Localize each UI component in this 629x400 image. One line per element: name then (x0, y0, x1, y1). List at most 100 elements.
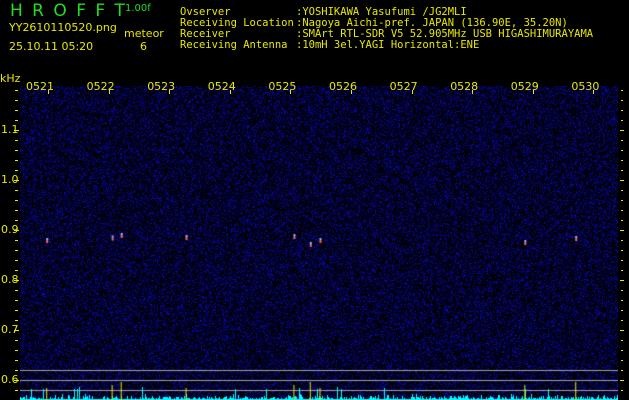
info-row-antenna: Receiving Antenna :10mH 3el.YAGI Horizont… (180, 40, 593, 51)
info-label: Ovserver (180, 6, 231, 18)
y-tick-label: 1.0 (1, 173, 19, 186)
x-tick-label: 0521 (26, 80, 54, 93)
y-tick (15, 120, 18, 121)
y-tick-right (621, 220, 623, 221)
y-tick-label: 0.9 (1, 223, 19, 236)
x-tick-label: 0524 (207, 80, 236, 93)
app-title: H R O F F T (10, 1, 127, 21)
info-row-location: Receiving Location:Nagoya Aichi-pref. JA… (180, 18, 593, 29)
x-tick-label: 0522 (86, 80, 115, 93)
x-tick (290, 90, 292, 94)
y-tick-right (621, 310, 623, 311)
x-tick (108, 90, 110, 94)
y-tick-right (621, 270, 623, 271)
y-tick-right (621, 120, 623, 121)
y-tick-label: 0.6 (1, 373, 19, 386)
info-row-observer: Ovserver :YOSHIKAWA Yasufumi /JG2MLI (180, 7, 593, 18)
y-tick (15, 90, 18, 91)
y-tick (15, 370, 18, 371)
y-tick (14, 330, 19, 331)
x-tick (351, 90, 352, 94)
y-tick (15, 310, 18, 311)
info-value: :YOSHIKAWA Yasufumi /JG2MLI (296, 6, 467, 18)
info-value: :SMArt RTL-SDR V5 52.905MHz USB HIGASHIM… (296, 28, 594, 40)
y-tick (15, 350, 18, 351)
y-tick-right (621, 160, 623, 161)
y-tick (14, 130, 19, 131)
y-tick (15, 300, 18, 301)
info-label: Receiver (180, 28, 231, 40)
y-tick-right (620, 180, 624, 181)
y-tick (15, 270, 18, 271)
y-tick-right (621, 210, 623, 211)
y-tick-right (620, 130, 624, 131)
y-tick (15, 290, 18, 291)
y-tick-right (621, 190, 623, 191)
y-tick-right (621, 150, 623, 151)
y-tick-right (620, 380, 624, 381)
info-label: Receiving Location (180, 17, 294, 29)
x-tick (169, 90, 171, 94)
y-tick-right (621, 200, 623, 201)
y-tick (15, 320, 18, 321)
y-tick-right (621, 350, 623, 351)
y-tick (15, 160, 18, 161)
info-label: Receiving Antenna (180, 39, 288, 51)
y-tick-right (621, 260, 623, 261)
x-tick (532, 90, 534, 94)
station-info: Ovserver:YOSHIKAWA Yasufumi /JG2MLI Recei… (180, 7, 593, 51)
y-tick (15, 360, 18, 361)
x-tick (48, 90, 49, 94)
y-tick-right (621, 170, 623, 171)
x-tick (411, 90, 413, 94)
y-tick-label: 0.8 (1, 273, 19, 286)
x-tick (593, 90, 595, 94)
y-tick (15, 220, 18, 221)
x-tick-label: 0527 (389, 80, 418, 93)
y-tick-right (621, 100, 623, 101)
y-tick-label: 0.7 (1, 323, 19, 336)
x-tick (472, 90, 474, 94)
y-tick (15, 210, 18, 211)
y-tick (15, 260, 18, 261)
y-tick (15, 340, 18, 341)
y-tick-right (620, 230, 624, 231)
y-tick-right (621, 110, 623, 111)
y-tick-right (621, 370, 623, 371)
x-tick-label: 0529 (510, 80, 539, 93)
y-tick-right (621, 140, 623, 141)
x-tick-label: 0528 (450, 80, 479, 93)
y-tick-right (620, 330, 624, 331)
y-tick-right (621, 390, 623, 391)
y-tick (15, 100, 18, 101)
x-tick-label: 0526 (329, 80, 357, 93)
y-tick (15, 170, 18, 171)
info-row-receiver: Receiver :SMArt RTL-SDR V5 52.905MHz USB … (180, 29, 593, 40)
y-tick (15, 150, 18, 151)
y-axis-unit: kHz (0, 72, 21, 85)
version-label: 1.00f (125, 3, 151, 14)
x-tick-label: 0523 (147, 80, 176, 93)
y-tick (15, 110, 18, 111)
y-tick (14, 180, 19, 181)
y-tick (15, 140, 18, 141)
y-tick (14, 280, 19, 281)
info-value: :10mH 3el.YAGI Horizontal:ENE (296, 39, 480, 51)
y-tick-right (621, 340, 623, 341)
y-tick-right (621, 320, 623, 321)
y-tick (14, 230, 19, 231)
y-tick-right (621, 240, 623, 241)
y-tick (15, 240, 18, 241)
datetime-label: 25.10.11 05:20 (9, 40, 94, 53)
y-tick-right (621, 290, 623, 291)
x-tick-label: 0530 (571, 80, 600, 93)
y-tick-label: 1.1 (1, 123, 19, 136)
y-tick-right (621, 90, 623, 91)
y-tick-right (621, 360, 623, 361)
y-tick (15, 250, 18, 251)
y-tick (14, 380, 19, 381)
y-tick-right (620, 280, 624, 281)
filename-label: YY2610110520.png (9, 21, 117, 34)
y-tick (15, 390, 18, 391)
y-tick-right (621, 250, 623, 251)
